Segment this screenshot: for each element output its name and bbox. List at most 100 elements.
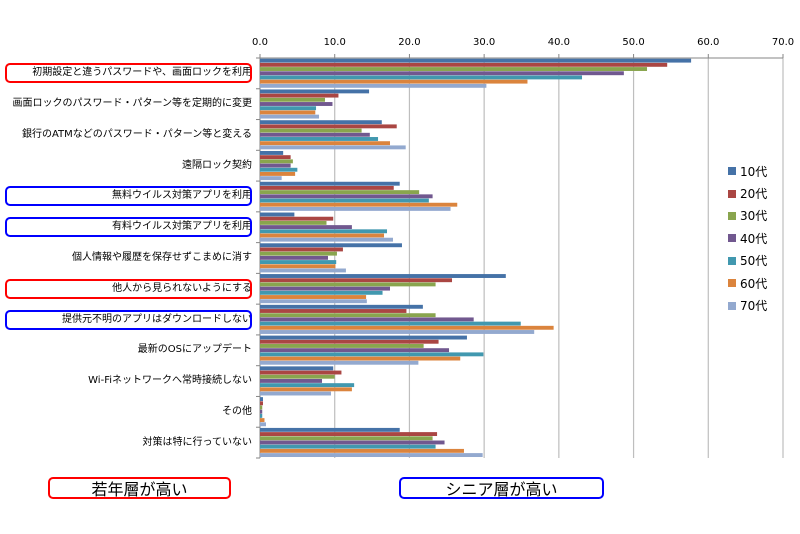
bar bbox=[260, 278, 453, 283]
bar bbox=[260, 212, 295, 217]
bar bbox=[260, 137, 379, 141]
x-tick-label: 70.0 bbox=[771, 37, 795, 48]
bar bbox=[260, 247, 343, 252]
bar bbox=[260, 150, 284, 155]
bar bbox=[260, 89, 370, 94]
legend-swatch bbox=[728, 301, 736, 310]
category-label: その他 bbox=[222, 405, 252, 417]
category-label: 有料ウイルス対策アプリを利用 bbox=[112, 221, 252, 233]
legend-label: 60代 bbox=[740, 276, 768, 291]
young-higher-note: 若年層が高い bbox=[48, 477, 231, 499]
legend-item: 30代 bbox=[728, 205, 767, 227]
bar bbox=[260, 167, 298, 172]
bar bbox=[260, 397, 263, 402]
bar bbox=[260, 185, 394, 190]
legend-swatch bbox=[728, 256, 736, 265]
bar bbox=[260, 335, 467, 340]
senior-higher-note: シニア層が高い bbox=[399, 477, 604, 499]
legend-label: 30代 bbox=[740, 209, 768, 224]
bar bbox=[260, 436, 433, 441]
bar bbox=[260, 132, 370, 137]
bar bbox=[260, 352, 484, 357]
category-label: 画面ロックのパスワード・パターン等を定期的に変更 bbox=[12, 98, 253, 110]
bar bbox=[260, 229, 388, 234]
category-label: 初期設定と違うパスワードや、画面ロックを利用 bbox=[32, 67, 252, 79]
bar bbox=[260, 360, 419, 365]
senior-highlight-box bbox=[5, 309, 252, 330]
bar bbox=[260, 325, 554, 330]
bar bbox=[260, 176, 282, 181]
bar bbox=[260, 251, 337, 256]
bar bbox=[260, 304, 423, 309]
senior-highlight-box bbox=[5, 186, 252, 207]
bar bbox=[260, 356, 461, 361]
bar bbox=[260, 299, 367, 304]
bar bbox=[260, 71, 624, 76]
bar bbox=[260, 114, 320, 119]
bar bbox=[260, 181, 400, 186]
legend-item: 20代 bbox=[728, 182, 767, 204]
bar bbox=[260, 75, 583, 80]
bar bbox=[260, 106, 317, 111]
x-tick-label: 30.0 bbox=[473, 37, 496, 48]
legend: 10代 20代 30代 40代 50代 60代 70代 bbox=[728, 160, 767, 317]
bar bbox=[260, 159, 293, 164]
category-label: Wi-Fiネットワークへ常時接続しない bbox=[88, 375, 252, 387]
legend-swatch bbox=[728, 279, 736, 288]
legend-swatch bbox=[728, 211, 736, 220]
bar bbox=[260, 383, 355, 388]
bar bbox=[260, 440, 445, 445]
legend-item: 40代 bbox=[728, 227, 767, 249]
category-label: 遠隔ロック契約 bbox=[182, 159, 252, 171]
legend-item: 10代 bbox=[728, 160, 767, 182]
bar bbox=[260, 220, 327, 225]
legend-label: 40代 bbox=[740, 231, 768, 246]
bar bbox=[260, 317, 474, 322]
bar bbox=[260, 344, 424, 348]
bar bbox=[260, 427, 400, 432]
legend-item: 50代 bbox=[728, 250, 767, 272]
legend-label: 50代 bbox=[740, 254, 768, 269]
bar bbox=[260, 194, 433, 199]
bar bbox=[260, 120, 382, 125]
bar bbox=[260, 58, 692, 63]
bar bbox=[260, 62, 668, 67]
young-highlight-box bbox=[5, 278, 252, 299]
bar bbox=[260, 128, 362, 133]
bar bbox=[260, 233, 385, 238]
category-label: 無料ウイルス対策アプリを利用 bbox=[112, 190, 252, 202]
legend-label: 20代 bbox=[740, 187, 768, 202]
bar bbox=[260, 378, 323, 383]
bar bbox=[260, 374, 335, 379]
legend-item: 70代 bbox=[728, 294, 767, 316]
bar bbox=[260, 67, 648, 71]
category-label: 個人情報や履歴を保存せずこまめに消す bbox=[72, 252, 252, 263]
legend-item: 60代 bbox=[728, 272, 767, 294]
bar bbox=[260, 348, 450, 353]
bar bbox=[260, 413, 263, 418]
bar bbox=[260, 391, 331, 396]
legend-swatch bbox=[728, 189, 736, 198]
bar bbox=[260, 401, 263, 406]
bar bbox=[260, 216, 334, 221]
bar bbox=[260, 268, 346, 273]
x-tick-label: 40.0 bbox=[547, 37, 570, 48]
bar bbox=[260, 145, 406, 150]
bar bbox=[260, 418, 265, 423]
bar bbox=[260, 97, 326, 102]
bar bbox=[260, 387, 352, 392]
bar bbox=[260, 110, 316, 115]
category-label: 対策は特に行っていない bbox=[142, 436, 253, 448]
legend-label: 10代 bbox=[740, 164, 768, 179]
x-tick-label: 50.0 bbox=[622, 37, 645, 48]
category-label: 提供元不明のアプリはダウンロードしない bbox=[62, 313, 252, 325]
bar bbox=[260, 141, 391, 146]
bar bbox=[260, 93, 339, 98]
bar bbox=[260, 366, 334, 371]
bar bbox=[260, 432, 438, 437]
legend-label: 70代 bbox=[740, 299, 768, 314]
bar bbox=[260, 448, 464, 453]
bar bbox=[260, 198, 429, 203]
x-tick-label: 20.0 bbox=[398, 37, 421, 48]
